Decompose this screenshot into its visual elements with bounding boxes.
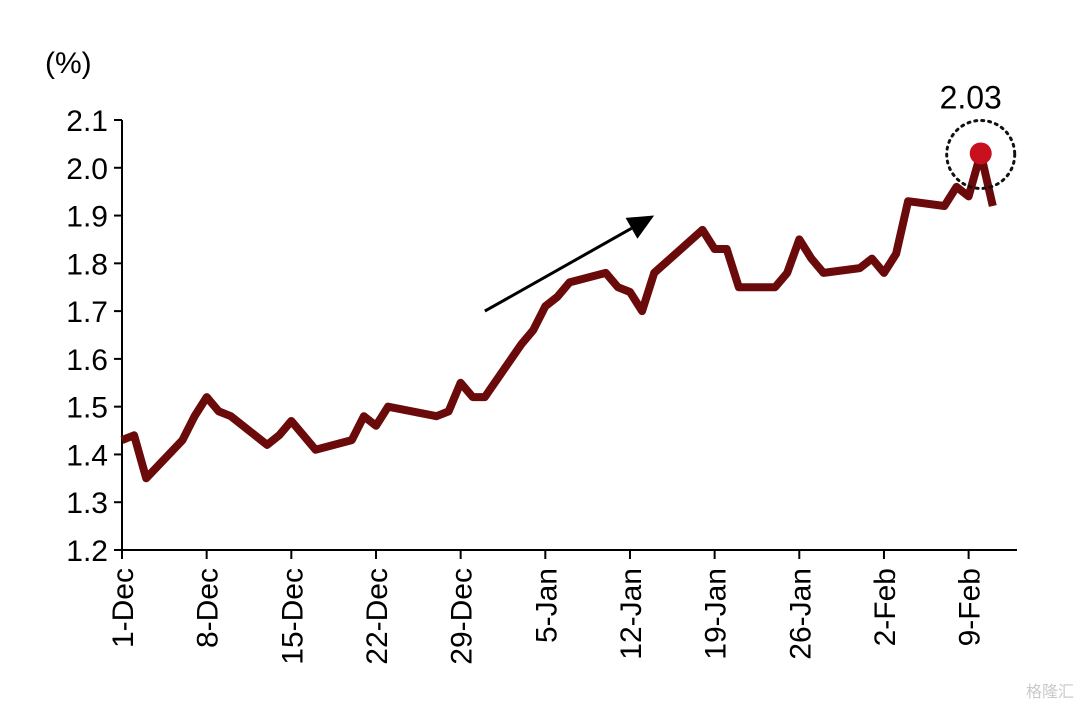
series-layer <box>120 149 997 483</box>
y-tick-label: 1.7 <box>66 296 108 329</box>
x-tick-label: 22-Dec <box>361 568 394 665</box>
y-tick-label: 2.0 <box>66 153 108 186</box>
y-tick-label: 1.9 <box>66 201 108 234</box>
x-tick-label: 9-Feb <box>954 568 987 646</box>
y-tick-label: 1.2 <box>66 535 108 568</box>
y-tick-label: 2.1 <box>66 105 108 138</box>
watermark: 格隆汇 <box>1025 682 1074 701</box>
trend-arrow-shaft <box>484 227 633 313</box>
x-tick-label: 26-Jan <box>784 568 817 660</box>
x-tick-label: 1-Dec <box>107 568 140 648</box>
x-tick-label: 5-Jan <box>530 568 563 643</box>
x-tick-label: 19-Jan <box>700 568 733 660</box>
trend-arrow <box>484 215 655 313</box>
highlight-value-label: 2.03 <box>940 79 1002 115</box>
y-unit-label: (%) <box>45 47 92 80</box>
highlight-ring <box>945 118 1017 190</box>
x-axis: 1-Dec 8-Dec 15-Dec 22-Dec 29-Dec 5-Jan 12-Jan 1… <box>107 549 1017 665</box>
y-tick-label: 1.3 <box>66 487 108 520</box>
y-tick-label: 1.8 <box>66 248 108 281</box>
x-tick-label: 2-Feb <box>869 568 902 646</box>
y-tick-label: 1.4 <box>66 439 108 472</box>
y-tick-label: 1.6 <box>66 344 108 377</box>
y-tick-label: 1.5 <box>66 392 108 425</box>
annotation-layer: 2.03 <box>940 79 1017 190</box>
y-axis: 1.2 1.3 1.4 1.5 1.6 1.7 1.8 1.9 2.0 2.1 <box>66 105 123 568</box>
x-tick-label: 8-Dec <box>192 568 225 648</box>
trend-arrow-head <box>625 215 655 239</box>
x-tick-label: 15-Dec <box>276 568 309 665</box>
series-line <box>120 149 997 483</box>
highlight-point <box>969 142 992 165</box>
x-tick-label: 29-Dec <box>446 568 479 665</box>
x-tick-label: 12-Jan <box>615 568 648 660</box>
